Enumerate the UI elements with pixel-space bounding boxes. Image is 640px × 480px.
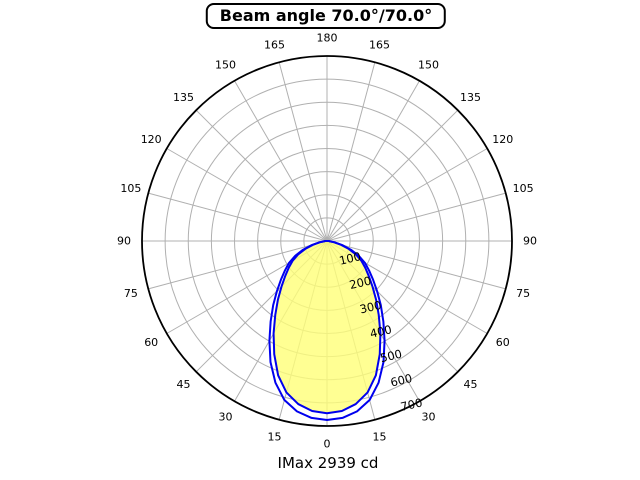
- radial-tick-label: 500: [379, 347, 404, 366]
- imax-label: IMax 2939 cd: [277, 454, 379, 472]
- title-box: Beam angle 70.0°/70.0°: [205, 3, 447, 29]
- angle-tick-label: 135: [460, 91, 481, 104]
- radial-tick-label: 700: [399, 395, 424, 414]
- angle-tick-label: 60: [496, 336, 510, 349]
- radial-tick-label: 200: [348, 274, 373, 293]
- angle-tick-label: 105: [513, 182, 534, 195]
- angle-tick-label: 60: [144, 336, 158, 349]
- radial-tick-label: 600: [389, 371, 414, 390]
- angle-tick-label: 105: [120, 182, 141, 195]
- beam-fill: [273, 241, 381, 414]
- radial-tick-label: 100: [338, 249, 363, 268]
- radial-tick-label: 300: [358, 298, 383, 317]
- angle-tick-label: 15: [267, 431, 281, 444]
- angle-tick-label: 0: [324, 438, 331, 451]
- angle-tick-label: 30: [422, 410, 436, 423]
- angle-tick-label: 135: [173, 91, 194, 104]
- angle-tick-label: 165: [369, 38, 390, 51]
- beam-curve: [268, 240, 386, 421]
- angle-tick-label: 90: [117, 235, 131, 248]
- angle-tick-label: 180: [317, 32, 338, 45]
- angle-tick-label: 45: [176, 378, 190, 391]
- angle-tick-label: 90: [523, 235, 537, 248]
- radial-tick-label: 400: [368, 322, 393, 341]
- angle-tick-label: 120: [141, 133, 162, 146]
- polar-outer-circle: [141, 55, 513, 427]
- angle-tick-label: 75: [516, 287, 530, 300]
- angle-tick-label: 165: [264, 38, 285, 51]
- angle-tick-label: 120: [492, 133, 513, 146]
- angle-tick-label: 15: [373, 431, 387, 444]
- chart-title: Beam angle 70.0°/70.0°: [219, 6, 433, 25]
- angle-tick-label: 150: [215, 59, 236, 72]
- angle-tick-label: 75: [124, 287, 138, 300]
- angle-tick-label: 150: [418, 59, 439, 72]
- angle-tick-label: 30: [219, 410, 233, 423]
- angle-tick-label: 45: [464, 378, 478, 391]
